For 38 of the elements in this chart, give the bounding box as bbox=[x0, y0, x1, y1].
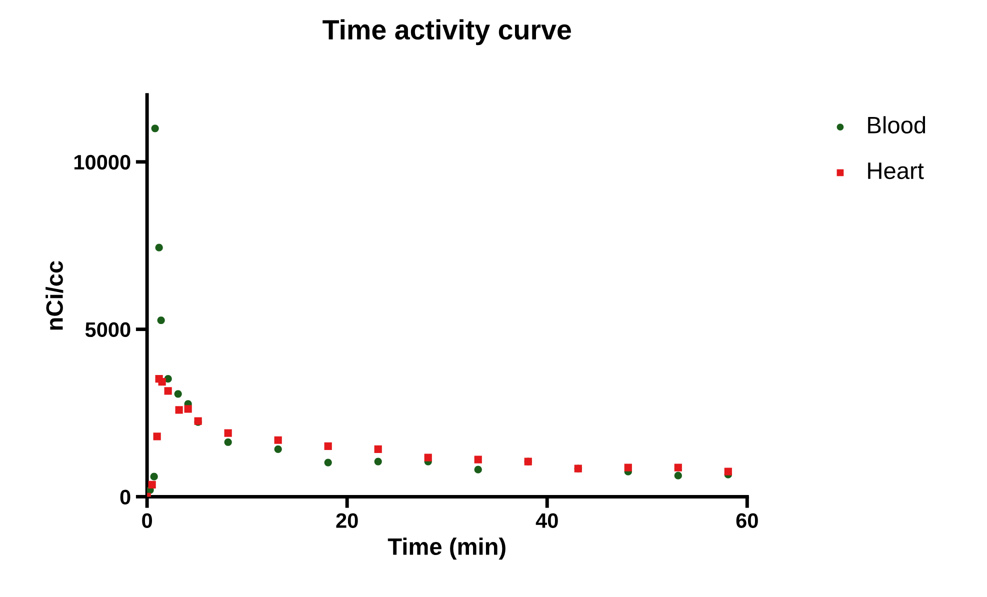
point bbox=[158, 378, 166, 386]
point bbox=[424, 454, 432, 462]
point bbox=[164, 387, 172, 395]
x-tick-label: 40 bbox=[536, 513, 558, 528]
y-axis-title: nCi/cc bbox=[46, 261, 64, 330]
point bbox=[374, 445, 382, 453]
y-tick-label: 10000 bbox=[74, 154, 130, 170]
x-tick-label: 60 bbox=[736, 513, 758, 528]
legend-label: Heart bbox=[868, 162, 924, 180]
chart-title: Time activity curve bbox=[322, 19, 571, 46]
point bbox=[374, 458, 382, 466]
x-tick-label: 20 bbox=[336, 513, 358, 528]
point bbox=[175, 406, 183, 414]
point bbox=[184, 405, 192, 413]
point bbox=[150, 472, 158, 480]
x-axis-title: Time (min) bbox=[388, 538, 506, 560]
point bbox=[148, 480, 156, 488]
point bbox=[224, 438, 232, 446]
point bbox=[157, 316, 165, 324]
point bbox=[224, 429, 232, 437]
point bbox=[674, 464, 682, 472]
point bbox=[674, 472, 682, 480]
y-tick-label: 0 bbox=[120, 490, 130, 504]
point bbox=[474, 456, 482, 464]
point bbox=[155, 244, 163, 252]
y-tick-label: 5000 bbox=[85, 322, 130, 338]
point bbox=[724, 468, 732, 476]
point bbox=[324, 442, 332, 450]
point bbox=[324, 458, 332, 466]
legend-label: Blood bbox=[868, 116, 926, 134]
x-tick-label: 0 bbox=[142, 513, 152, 528]
point bbox=[151, 124, 159, 132]
point bbox=[274, 445, 282, 453]
point bbox=[174, 390, 182, 398]
point bbox=[153, 432, 161, 440]
point bbox=[274, 436, 282, 444]
point bbox=[624, 464, 632, 472]
point bbox=[474, 466, 482, 474]
